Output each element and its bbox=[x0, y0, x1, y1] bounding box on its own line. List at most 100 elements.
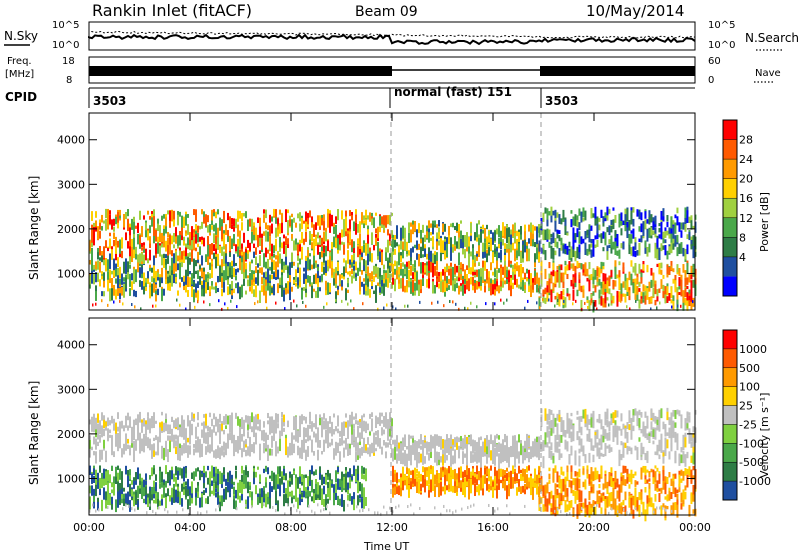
data-cell bbox=[536, 284, 538, 293]
data-cell bbox=[379, 276, 381, 285]
data-cell bbox=[503, 301, 505, 305]
data-cell bbox=[133, 221, 135, 235]
data-cell bbox=[542, 244, 545, 250]
data-cell bbox=[598, 289, 601, 299]
data-cell bbox=[428, 446, 430, 450]
data-cell bbox=[486, 268, 488, 280]
data-cell bbox=[528, 437, 530, 448]
data-cell bbox=[127, 500, 129, 504]
data-cell bbox=[189, 433, 191, 444]
data-cell bbox=[255, 424, 257, 430]
data-cell bbox=[562, 495, 565, 502]
data-cell bbox=[492, 481, 494, 490]
data-cell bbox=[341, 280, 343, 291]
data-cell bbox=[650, 267, 653, 276]
data-cell bbox=[135, 472, 137, 481]
data-cell bbox=[287, 420, 289, 428]
data-cell bbox=[548, 298, 550, 302]
data-cell bbox=[472, 439, 474, 450]
data-cell bbox=[375, 448, 377, 452]
data-cell bbox=[221, 219, 223, 229]
data-cell bbox=[317, 482, 319, 492]
data-cell bbox=[644, 211, 647, 219]
data-cell bbox=[253, 474, 255, 485]
data-cell bbox=[283, 265, 285, 273]
data-cell bbox=[187, 499, 189, 510]
data-cell bbox=[660, 262, 663, 269]
data-cell bbox=[576, 478, 579, 491]
data-cell bbox=[271, 262, 273, 274]
data-cell bbox=[173, 434, 175, 440]
data-cell bbox=[219, 221, 221, 231]
data-cell bbox=[269, 225, 271, 237]
data-cell bbox=[297, 277, 299, 286]
data-cell bbox=[560, 264, 563, 271]
data-cell bbox=[305, 427, 307, 438]
data-cell bbox=[201, 255, 203, 266]
data-cell bbox=[225, 478, 227, 486]
data-cell bbox=[606, 227, 609, 233]
data-cell bbox=[329, 416, 331, 424]
data-cell bbox=[496, 475, 498, 484]
data-cell bbox=[99, 279, 101, 287]
data-cell bbox=[243, 440, 245, 452]
data-cell bbox=[303, 475, 305, 482]
data-cell bbox=[482, 443, 484, 454]
data-cell bbox=[255, 432, 257, 445]
data-cell bbox=[155, 482, 157, 492]
data-cell bbox=[656, 296, 659, 302]
data-cell bbox=[528, 248, 530, 259]
data-cell bbox=[379, 267, 381, 278]
data-cell bbox=[674, 235, 677, 247]
data-cell bbox=[297, 477, 299, 489]
data-cell bbox=[337, 234, 339, 242]
data-cell bbox=[400, 263, 402, 270]
data-cell bbox=[367, 423, 369, 431]
data-cell bbox=[279, 281, 281, 289]
data-cell bbox=[173, 244, 175, 249]
data-cell bbox=[289, 492, 291, 497]
data-cell bbox=[606, 281, 609, 294]
data-cell bbox=[688, 274, 691, 283]
data-cell bbox=[363, 413, 365, 418]
data-cell bbox=[277, 446, 279, 454]
data-cell bbox=[335, 267, 337, 279]
data-cell bbox=[552, 262, 555, 271]
data-cell bbox=[347, 278, 349, 284]
data-cell bbox=[357, 447, 359, 455]
data-cell bbox=[686, 244, 689, 255]
data-cell bbox=[249, 485, 251, 490]
data-cell bbox=[341, 241, 343, 245]
data-cell bbox=[119, 248, 121, 254]
data-cell bbox=[534, 226, 536, 231]
data-cell bbox=[243, 419, 245, 429]
data-cell bbox=[544, 229, 547, 241]
data-cell bbox=[353, 499, 355, 511]
data-cell bbox=[430, 465, 432, 470]
data-cell bbox=[243, 473, 245, 484]
data-cell bbox=[436, 252, 438, 262]
data-cell bbox=[329, 221, 331, 233]
data-cell bbox=[339, 278, 341, 285]
data-cell bbox=[217, 468, 219, 478]
data-cell bbox=[632, 278, 635, 284]
data-cell bbox=[510, 477, 512, 489]
data-cell bbox=[247, 431, 249, 439]
data-cell bbox=[357, 224, 359, 232]
data-cell bbox=[147, 437, 149, 449]
data-cell bbox=[371, 280, 373, 287]
data-cell bbox=[436, 232, 438, 239]
data-cell bbox=[470, 278, 472, 285]
data-cell bbox=[313, 288, 315, 292]
data-cell bbox=[203, 300, 205, 304]
data-cell bbox=[287, 284, 289, 290]
data-cell bbox=[514, 455, 516, 460]
data-cell bbox=[311, 440, 313, 452]
data-cell bbox=[271, 216, 273, 222]
data-cell bbox=[492, 442, 494, 456]
data-cell bbox=[329, 283, 331, 293]
data-cell bbox=[594, 235, 597, 240]
data-cell bbox=[392, 277, 394, 285]
data-cell bbox=[476, 237, 478, 242]
data-cell bbox=[381, 216, 383, 225]
